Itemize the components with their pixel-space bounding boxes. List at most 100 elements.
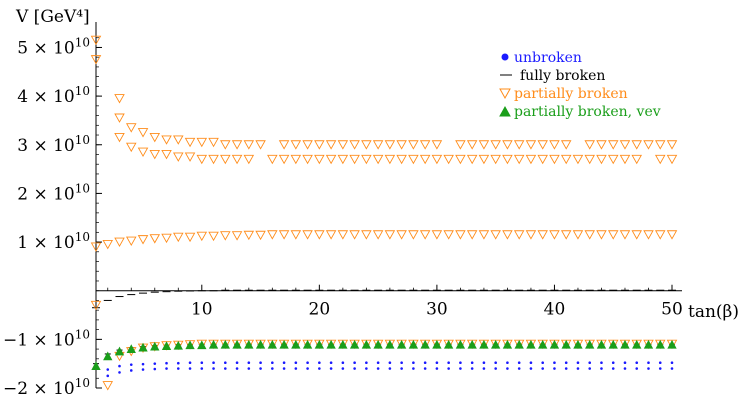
point-partially-broken	[596, 140, 607, 150]
point-unbroken	[153, 362, 157, 365]
point-partially-broken	[478, 230, 490, 240]
point-partially-broken	[537, 140, 548, 150]
point-partially-broken-vev	[596, 339, 607, 349]
point-partially-broken	[302, 140, 313, 150]
point-partially-broken	[161, 135, 172, 145]
point-partially-broken	[196, 231, 208, 242]
point-partially-broken-vev	[514, 339, 524, 349]
point-unbroken	[341, 361, 345, 365]
point-partially-broken	[654, 140, 666, 150]
point-partially-broken	[408, 154, 419, 165]
point-partially-broken	[220, 154, 231, 165]
point-partially-broken	[560, 140, 572, 150]
point-unbroken	[224, 367, 227, 370]
point-unbroken	[658, 367, 662, 370]
point-partially-broken	[478, 140, 490, 150]
point-partially-broken	[102, 240, 114, 250]
point-partially-broken	[572, 230, 584, 240]
legend-label-partially-broken: partially broken	[514, 86, 628, 102]
x-tick-label: 10	[191, 300, 213, 320]
point-partially-broken	[513, 230, 525, 240]
point-partially-broken	[173, 152, 184, 162]
point-partially-broken-vev	[420, 339, 430, 349]
point-partially-broken	[149, 234, 161, 244]
point-partially-broken	[666, 140, 678, 150]
point-partially-broken	[231, 231, 243, 241]
point-unbroken	[611, 361, 615, 365]
point-unbroken	[118, 371, 121, 374]
point-partially-broken-vev	[291, 339, 301, 349]
point-partially-broken-vev	[173, 340, 183, 350]
point-partially-broken	[90, 55, 102, 65]
legend-label-unbroken: unbroken	[514, 50, 582, 66]
point-partially-broken	[549, 140, 560, 150]
point-unbroken	[353, 367, 356, 370]
point-unbroken	[259, 361, 262, 365]
point-partially-broken	[372, 154, 384, 165]
point-partially-broken	[666, 230, 678, 240]
data-marks	[90, 35, 678, 391]
legend-marker-unbroken	[501, 53, 509, 61]
point-unbroken	[576, 361, 580, 365]
point-partially-broken-vev	[314, 339, 325, 349]
point-partially-broken-vev	[349, 339, 360, 349]
point-partially-broken	[325, 140, 337, 150]
point-partially-broken	[125, 123, 137, 133]
point-unbroken	[365, 361, 368, 365]
point-unbroken	[212, 367, 215, 370]
point-unbroken	[447, 367, 450, 370]
point-unbroken	[400, 367, 403, 370]
point-partially-broken	[525, 154, 537, 165]
point-partially-broken	[325, 230, 337, 240]
point-partially-broken	[337, 230, 349, 240]
point-partially-broken	[173, 135, 184, 145]
point-partially-broken-vev	[373, 339, 383, 349]
point-unbroken	[635, 361, 639, 365]
tick-labels: 10 20 30 40 50 −2 × 1010 −1 × 1010 1 × 1010 2 × …	[3, 35, 683, 399]
point-partially-broken	[149, 150, 161, 160]
point-partially-broken-vev	[244, 339, 254, 349]
point-partially-broken-vev	[232, 339, 242, 349]
point-unbroken	[282, 361, 286, 365]
legend-marker-partially-broken	[499, 88, 511, 100]
point-partially-broken	[654, 154, 666, 165]
point-partially-broken	[607, 140, 619, 150]
point-partially-broken-vev	[561, 339, 571, 349]
point-partially-broken	[267, 230, 278, 240]
point-partially-broken-vev	[138, 342, 148, 352]
point-unbroken	[517, 367, 521, 370]
point-partially-broken	[161, 150, 172, 160]
point-partially-broken	[90, 35, 102, 46]
point-partially-broken	[396, 230, 407, 240]
point-partially-broken-vev	[643, 339, 654, 349]
point-partially-broken-vev	[208, 339, 219, 349]
point-unbroken	[306, 367, 309, 370]
point-partially-broken	[255, 230, 266, 241]
point-unbroken	[141, 362, 145, 366]
point-unbroken	[564, 367, 568, 370]
point-unbroken	[564, 361, 568, 365]
point-partially-broken-vev	[103, 351, 113, 361]
point-partially-broken	[537, 230, 548, 240]
point-partially-broken	[466, 230, 478, 240]
point-partially-broken	[596, 154, 607, 165]
point-unbroken	[306, 361, 309, 365]
point-unbroken	[482, 361, 486, 365]
point-partially-broken	[384, 154, 396, 165]
point-partially-broken	[114, 133, 125, 143]
point-partially-broken-vev	[302, 339, 313, 349]
point-unbroken	[129, 363, 133, 366]
point-unbroken	[459, 367, 462, 370]
point-partially-broken	[90, 300, 102, 311]
point-partially-broken	[196, 154, 208, 165]
point-partially-broken	[396, 140, 407, 150]
x-tick-label: 40	[544, 300, 566, 320]
point-unbroken	[541, 367, 544, 370]
point-partially-broken	[560, 230, 572, 240]
point-partially-broken	[643, 230, 654, 240]
point-unbroken	[247, 367, 251, 370]
point-partially-broken	[431, 230, 443, 240]
point-partially-broken	[666, 154, 678, 165]
point-partially-broken	[349, 230, 360, 240]
point-partially-broken	[443, 154, 454, 165]
